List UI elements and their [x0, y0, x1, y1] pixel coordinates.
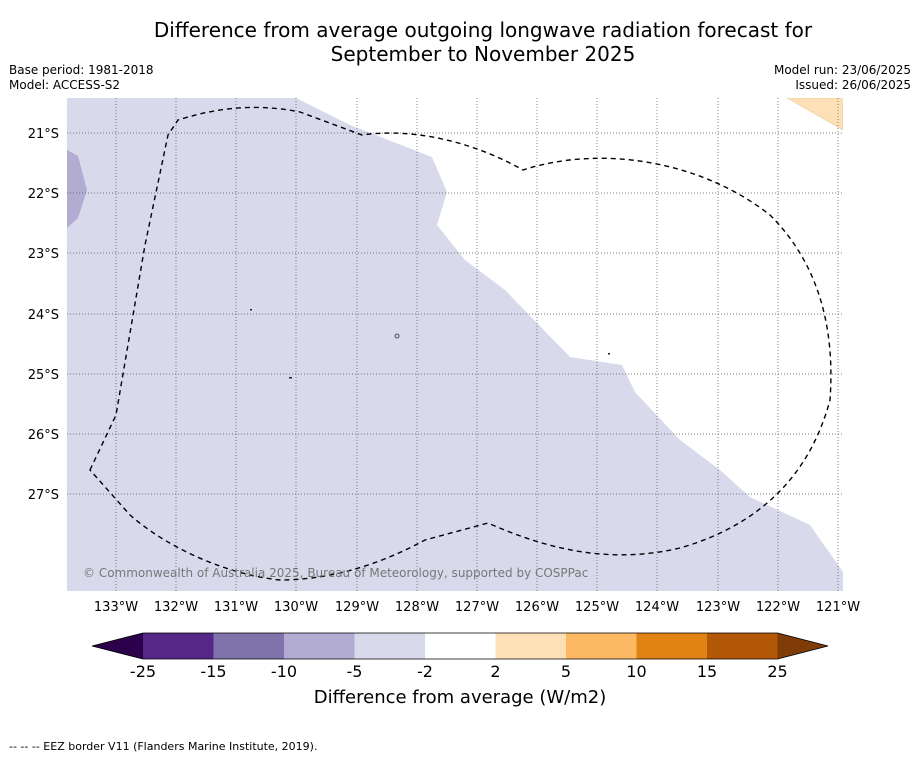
map-area: © Commonwealth of Australia 2025, Bureau… [67, 98, 843, 591]
positive-anomaly-patch [786, 98, 843, 131]
lon-label: 131°W [214, 600, 258, 615]
gridlines [67, 98, 843, 591]
lon-label: 132°W [154, 600, 198, 615]
meta-right: Model run: 23/06/2025 Issued: 26/06/2025 [774, 63, 911, 93]
lat-label: 22°S [28, 187, 59, 202]
colorbar-tick: -10 [271, 662, 297, 681]
lat-label: 23°S [28, 247, 59, 262]
lat-label: 25°S [28, 368, 59, 383]
negative-anomaly-patch [67, 150, 87, 228]
lon-label: 129°W [335, 600, 379, 615]
colorbar-segment [495, 633, 566, 659]
colorbar-tick: -15 [200, 662, 226, 681]
colorbar-tick: -2 [417, 662, 433, 681]
lon-label: 122°W [756, 600, 800, 615]
issued-text: Issued: 26/06/2025 [795, 78, 911, 92]
colorbar-segment [636, 633, 707, 659]
colorbar-tick: 15 [697, 662, 717, 681]
lon-label: 128°W [395, 600, 439, 615]
lon-label: 133°W [94, 600, 138, 615]
colorbar-tick: 25 [767, 662, 787, 681]
colorbar-tick: -25 [130, 662, 156, 681]
lat-label: 26°S [28, 428, 59, 443]
colorbar-tick: 10 [626, 662, 646, 681]
model-text: Model: ACCESS-S2 [9, 78, 121, 92]
lon-label: 121°W [816, 600, 860, 615]
colorbar-segment [213, 633, 284, 659]
colorbar-segment [354, 633, 425, 659]
lon-label: 124°W [635, 600, 679, 615]
eez-footnote: -- -- -- EEZ border V11 (Flanders Marine… [9, 740, 318, 753]
colorbar-segment [707, 633, 778, 659]
neutral-anomaly-region [296, 98, 843, 572]
colorbar-segment [566, 633, 637, 659]
base-period-text: Base period: 1981-2018 [9, 63, 154, 77]
lon-label: 125°W [575, 600, 619, 615]
lat-labels: 21°S 22°S 23°S 24°S 25°S 26°S 27°S [28, 127, 59, 503]
island-markers [250, 309, 610, 379]
lon-label: 126°W [515, 600, 559, 615]
model-run-text: Model run: 23/06/2025 [773, 63, 911, 77]
colorbar-tick: 2 [490, 662, 500, 681]
colorbar-left-extension [92, 633, 143, 659]
meta-left: Base period: 1981-2018 Model: ACCESS-S2 [9, 63, 154, 93]
lon-label: 127°W [455, 600, 499, 615]
colorbar-label: Difference from average (W/m2) [314, 687, 606, 708]
colorbar-segment [425, 633, 496, 659]
colorbar: -25 -15 -10 -5 -2 2 5 10 15 25 Differenc… [91, 632, 829, 708]
lon-label: 123°W [696, 600, 740, 615]
lon-labels: 133°W 132°W 131°W 130°W 129°W 128°W 127°… [94, 600, 860, 615]
colorbar-right-extension [777, 633, 828, 659]
lon-label: 130°W [274, 600, 318, 615]
title-line-2: September to November 2025 [330, 42, 636, 66]
chart-title: Difference from average outgoing longwav… [0, 18, 919, 66]
colorbar-tick: 5 [561, 662, 571, 681]
lat-label: 24°S [28, 308, 59, 323]
eez-border [89, 106, 832, 581]
lat-label: 21°S [28, 127, 59, 142]
colorbar-segment [284, 633, 355, 659]
colorbar-tick: -5 [347, 662, 363, 681]
copyright-text: © Commonwealth of Australia 2025, Bureau… [83, 566, 588, 580]
colorbar-segment [143, 633, 214, 659]
lat-label: 27°S [28, 488, 59, 503]
title-line-1: Difference from average outgoing longwav… [153, 18, 813, 42]
